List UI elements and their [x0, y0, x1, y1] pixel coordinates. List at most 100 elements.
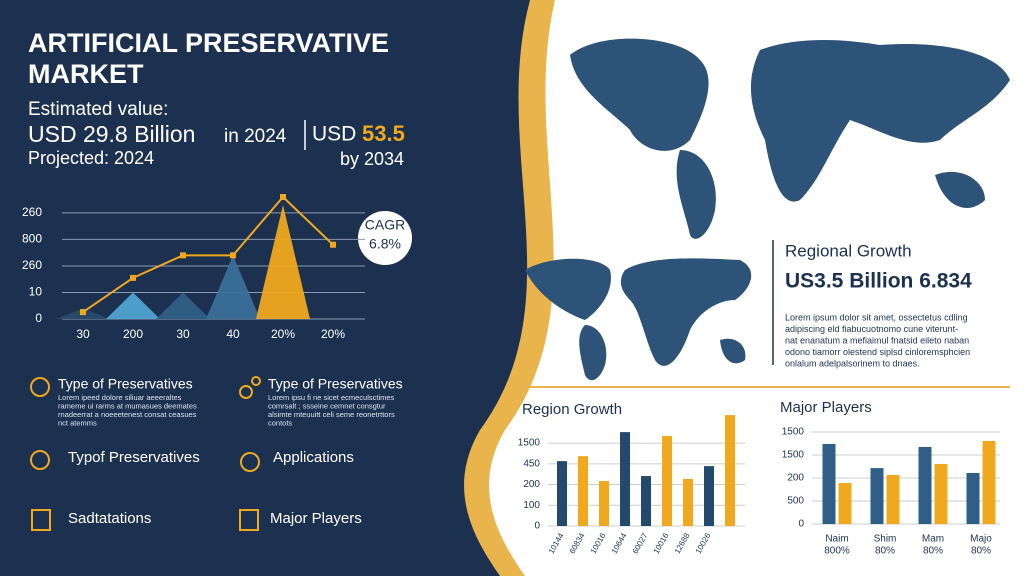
bar — [620, 432, 630, 526]
title: ARTIFICIAL PRESERVATIVE — [28, 28, 389, 58]
x-tick-sublabel: 80% — [875, 546, 895, 557]
regional-text: nat enanatum a mefiaimul fnatsid eileto … — [785, 335, 969, 345]
icon — [30, 377, 50, 397]
y-tick-label: 450 — [523, 458, 540, 469]
world-map-top — [570, 38, 1010, 239]
projected-label: Projected: 2024 — [28, 148, 154, 168]
x-tick-label: 200 — [123, 327, 143, 341]
map-shape — [570, 38, 709, 151]
bar — [934, 463, 948, 524]
x-tick-label: 30 — [176, 327, 190, 341]
x-tick-label: Majo — [970, 534, 992, 545]
projected-value: 53.5 — [362, 121, 405, 146]
y-tick-label: 200 — [523, 479, 540, 490]
current-value: USD 29.8 Billion — [28, 121, 195, 147]
x-tick-label: 30 — [76, 327, 90, 341]
x-tick-label: Mam — [922, 534, 944, 545]
x-tick-sublabel: 800% — [824, 546, 850, 557]
icon — [30, 450, 50, 470]
bar — [982, 440, 996, 524]
x-tick-sublabel: 80% — [923, 546, 943, 557]
feature-text: Lorem ipeed dolore siliuar aeeeraltes — [58, 393, 182, 402]
map-shape — [750, 40, 1010, 202]
regional-text: odono tiamorr olestend siplsd cinloremsp… — [785, 347, 970, 357]
line — [82, 195, 334, 313]
point — [80, 309, 86, 316]
y-tick-label: 200 — [787, 473, 804, 484]
bar — [683, 478, 693, 526]
feature-title: Type of Preservatives — [58, 376, 193, 392]
bar — [870, 468, 884, 524]
projected-year: by 2034 — [340, 149, 404, 169]
x-tick-label: 40 — [226, 327, 240, 341]
bar — [662, 436, 672, 526]
x-tick-label: 20% — [271, 327, 295, 341]
y-tick-label: 10 — [29, 285, 43, 299]
chart-title: Major Players — [780, 399, 872, 416]
estimate-label: Estimated value: — [28, 99, 168, 120]
x-tick-label: Shim — [874, 534, 897, 545]
map-shape — [620, 258, 752, 366]
y-tick-label: 0 — [35, 311, 42, 325]
bar — [641, 476, 651, 526]
cagr-label: CAGR — [365, 217, 405, 233]
bar — [725, 415, 735, 526]
bar — [557, 461, 567, 526]
y-tick-label: 260 — [22, 205, 42, 219]
feature-title: Sadtatations — [68, 510, 151, 527]
regional-value: US3.5 Billion 6.834 — [785, 270, 972, 293]
area-peak — [106, 292, 160, 319]
feature-text: rnadeerrat a noeeetenest consat ceasues — [58, 410, 197, 419]
point — [230, 252, 236, 259]
y-tick-label: 1500 — [782, 450, 805, 461]
feature-title: Applications — [273, 449, 354, 466]
map-shape — [525, 258, 611, 320]
feature-title: Major Players — [270, 510, 362, 527]
regional-text: onlalum adelpalsorinem to dnaes. — [785, 358, 920, 368]
bar — [578, 456, 588, 526]
icon — [240, 452, 260, 472]
x-tick-label: Naim — [825, 534, 848, 545]
point — [180, 252, 186, 259]
feature-title: Type of Preservatives — [268, 376, 403, 392]
bar — [599, 481, 609, 526]
y-tick-label: 500 — [787, 496, 804, 507]
point — [130, 274, 136, 281]
bar — [822, 443, 836, 524]
feature-text: contots — [268, 418, 292, 427]
bar — [918, 446, 932, 524]
feature-text: alsimte mteuuitt celi seme reonetrttors — [268, 410, 395, 419]
y-tick-label: 100 — [523, 500, 540, 511]
point — [280, 194, 286, 200]
x-tick-sublabel: 80% — [971, 546, 991, 557]
area-peak — [206, 255, 260, 319]
regional-text: Lorem ipsum dolor sit amet, ossectetus c… — [785, 312, 968, 322]
projected-prefix: USD — [312, 123, 356, 146]
current-year: in 2024 — [224, 126, 287, 147]
area-peak — [156, 292, 210, 319]
bar — [966, 472, 980, 524]
title: MARKET — [28, 59, 144, 89]
chart-title: Region Growth — [522, 401, 622, 418]
area-peak — [256, 204, 310, 319]
point — [330, 241, 336, 248]
feature-title: Typof Preservatives — [68, 449, 200, 466]
map-shape — [676, 150, 716, 239]
map-shape — [720, 338, 746, 364]
cagr-badge — [358, 211, 412, 265]
y-tick-label: 260 — [22, 258, 42, 272]
feature-text: Lorem ipsu fi ne sicet ecmeculsctimes — [268, 393, 395, 402]
bar — [838, 483, 852, 524]
cagr-value: 6.8% — [369, 236, 401, 252]
bar — [704, 466, 714, 526]
regional-text: adipiscing eld fiabucuotnomo cune viteru… — [785, 324, 958, 334]
icons — [30, 376, 261, 531]
icon — [31, 509, 51, 531]
icon — [251, 376, 261, 386]
feature-text: nct atemms — [58, 418, 97, 427]
feature-text: comrsalt ; ssseine cemnet consgtur — [268, 401, 386, 410]
regional-title: Regional Growth — [785, 241, 912, 260]
icon — [239, 385, 253, 399]
